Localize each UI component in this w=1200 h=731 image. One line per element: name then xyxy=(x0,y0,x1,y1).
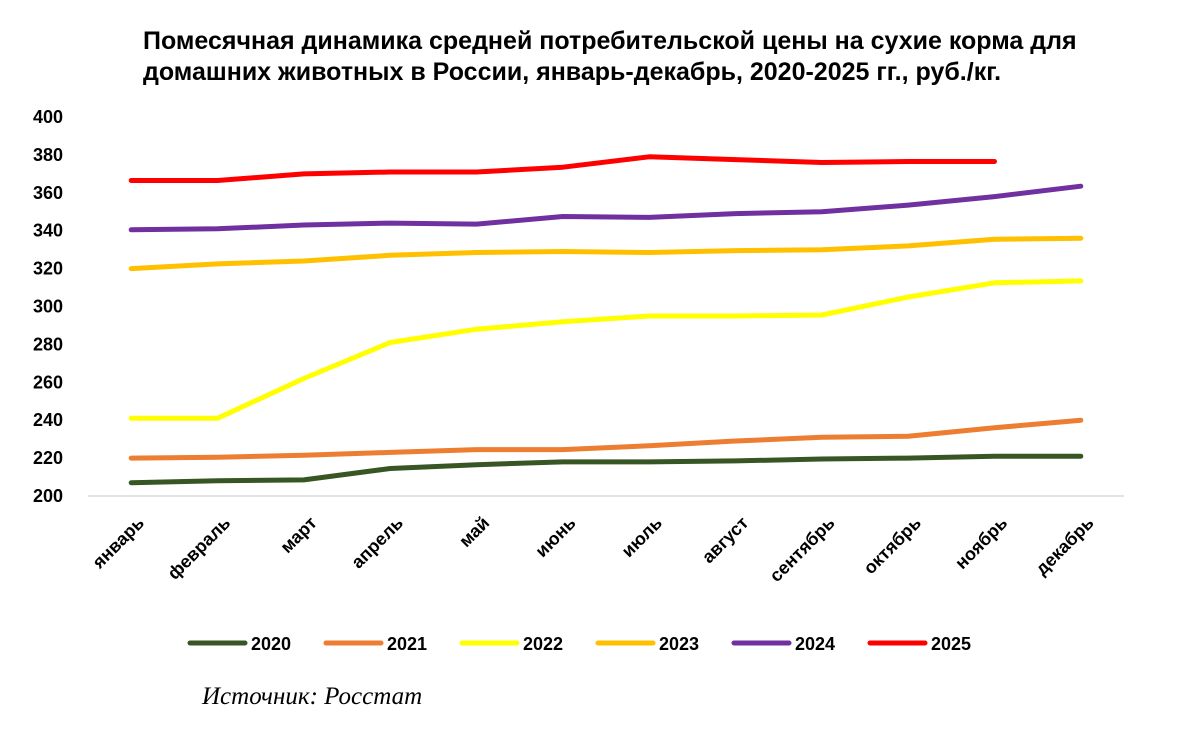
x-tick-label: ноябрь xyxy=(951,513,1011,573)
y-tick-label: 320 xyxy=(33,259,63,279)
y-tick-label: 300 xyxy=(33,297,63,317)
chart-title: Помесячная динамика средней потребительс… xyxy=(143,27,1077,86)
y-axis: 200 220 240 260 280 300 320 340 360 380 400 xyxy=(33,107,63,506)
legend-label: 2025 xyxy=(931,634,971,654)
y-tick-label: 380 xyxy=(33,145,63,165)
x-tick-label: сентябрь xyxy=(766,513,839,586)
series-line-2023 xyxy=(128,235,1084,272)
series-line-2020 xyxy=(128,453,1084,486)
x-tick-label: апрель xyxy=(347,513,407,573)
x-tick-label: январь xyxy=(88,513,148,573)
x-tick-label: март xyxy=(276,513,320,557)
x-axis: январь февраль март апрель май июнь июль август… xyxy=(88,495,1124,586)
y-tick-label: 260 xyxy=(33,372,63,392)
series-lines xyxy=(128,154,1084,486)
x-tick-label: февраль xyxy=(164,513,235,584)
y-tick-label: 200 xyxy=(33,486,63,506)
x-tick-label: май xyxy=(455,513,493,551)
legend-label: 2021 xyxy=(387,634,427,654)
legend-label: 2020 xyxy=(251,634,291,654)
series-line-2022 xyxy=(128,278,1084,421)
legend-label: 2023 xyxy=(659,634,699,654)
series-line-2025 xyxy=(128,154,997,183)
x-tick-label: август xyxy=(698,513,753,568)
series-line-2021 xyxy=(128,417,1084,461)
x-tick-label: декабрь xyxy=(1031,513,1097,579)
y-tick-label: 360 xyxy=(33,183,63,203)
x-tick-label: июнь xyxy=(531,513,579,561)
x-tick-label: октябрь xyxy=(860,513,925,578)
legend: 2020 2021 2022 2023 2024 2025 xyxy=(187,634,971,654)
y-tick-label: 400 xyxy=(33,107,63,127)
source-note: Источник: Росстат xyxy=(202,683,423,710)
legend-label: 2024 xyxy=(795,634,835,654)
x-tick-label: июль xyxy=(618,513,666,561)
series-line-2024 xyxy=(128,183,1084,233)
y-tick-label: 340 xyxy=(33,221,63,241)
y-tick-label: 240 xyxy=(33,410,63,430)
legend-label: 2022 xyxy=(523,634,563,654)
y-tick-label: 280 xyxy=(33,334,63,354)
y-tick-label: 220 xyxy=(33,448,63,468)
